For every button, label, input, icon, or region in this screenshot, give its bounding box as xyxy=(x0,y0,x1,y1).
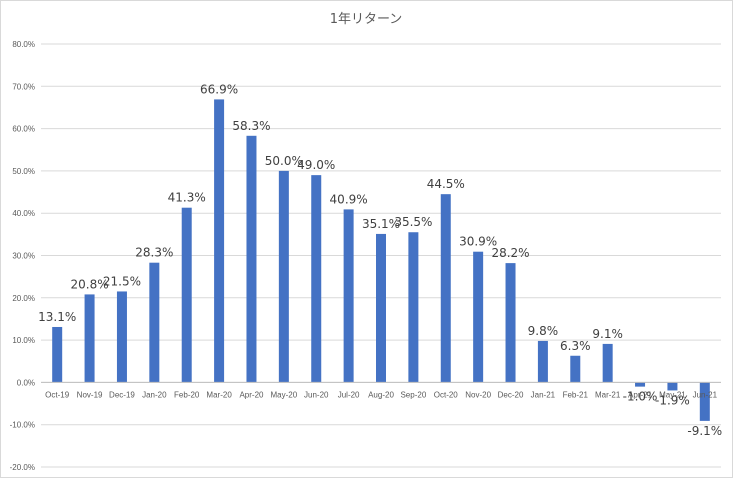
data-label: 35.5% xyxy=(394,215,432,229)
data-label: 50.0% xyxy=(265,154,303,168)
x-tick-label: Oct-20 xyxy=(434,390,459,399)
x-tick-label: Jan-21 xyxy=(531,390,556,399)
y-tick-label: 80.0% xyxy=(12,40,35,49)
data-label: 66.9% xyxy=(200,82,238,96)
chart-title: 1年リターン xyxy=(330,12,403,27)
bar xyxy=(473,251,484,383)
bar xyxy=(602,343,613,383)
y-tick-label: 20.0% xyxy=(12,294,35,303)
bar xyxy=(181,207,192,383)
y-tick-label: -10.0% xyxy=(10,421,35,430)
bar xyxy=(116,291,127,383)
x-tick-label: Jul-20 xyxy=(338,390,360,399)
x-tick-label: Oct-19 xyxy=(45,390,70,399)
y-tick-label: 50.0% xyxy=(12,167,35,176)
y-tick-label: 30.0% xyxy=(12,252,35,261)
bar xyxy=(52,326,63,383)
x-tick-label: Aug-20 xyxy=(368,390,394,399)
x-tick-label: Dec-19 xyxy=(109,390,135,399)
data-label: 40.9% xyxy=(330,192,368,206)
y-tick-label: 10.0% xyxy=(12,336,35,345)
x-tick-label: Dec-20 xyxy=(498,390,524,399)
data-label: 35.1% xyxy=(362,217,400,231)
data-label: 20.8% xyxy=(71,277,109,291)
x-tick-label: Apr-20 xyxy=(239,390,264,399)
y-tick-label: 40.0% xyxy=(12,209,35,218)
data-label: -1.9% xyxy=(655,393,690,407)
data-label: 6.3% xyxy=(560,339,591,353)
x-tick-label: Mar-21 xyxy=(595,390,621,399)
x-tick-label: May-21 xyxy=(659,390,686,399)
data-label: 9.1% xyxy=(592,327,623,341)
y-tick-label: 60.0% xyxy=(12,125,35,134)
x-axis-ticks: Oct-19 Nov-19 Dec-19 Jan-20 Feb-20 Mar-20 Apr-… xyxy=(45,390,717,399)
y-tick-label: 0.0% xyxy=(17,378,35,387)
data-label: 30.9% xyxy=(459,235,497,249)
data-label: 21.5% xyxy=(103,274,141,288)
bar xyxy=(84,294,95,383)
bar xyxy=(311,175,322,383)
bar xyxy=(505,263,516,383)
x-tick-label: Jun-20 xyxy=(304,390,329,399)
y-axis-ticks: 80.0% 70.0% 60.0% 50.0% 40.0% 30.0% 20.0% 10.0%… xyxy=(10,40,35,472)
bar xyxy=(570,355,581,383)
x-tick-label: Sep-20 xyxy=(400,390,426,399)
bar xyxy=(699,382,710,421)
data-label: 13.1% xyxy=(38,310,76,324)
data-labels: 13.1% 20.8%21.5% 28.3% 41.3% 66.9% 58.3% 50.0%… xyxy=(38,82,722,437)
x-tick-label: Jan-20 xyxy=(142,390,167,399)
x-tick-label: Nov-19 xyxy=(77,390,103,399)
data-label: 58.3% xyxy=(232,119,270,133)
data-label: 41.3% xyxy=(168,191,206,205)
bar xyxy=(667,382,678,391)
x-tick-label: Feb-20 xyxy=(174,390,200,399)
x-tick-label: Feb-21 xyxy=(563,390,589,399)
bar xyxy=(246,135,257,383)
bar xyxy=(635,382,646,387)
data-label: 9.8% xyxy=(528,324,559,338)
x-tick-label: May-20 xyxy=(271,390,298,399)
bar xyxy=(376,233,386,383)
bar xyxy=(214,99,225,383)
data-label: -9.1% xyxy=(687,424,722,438)
bar xyxy=(278,170,289,383)
x-tick-label: Jun-21 xyxy=(693,390,718,399)
bar xyxy=(537,340,548,383)
data-label: 44.5% xyxy=(427,177,465,191)
bar xyxy=(408,232,419,383)
bar xyxy=(440,194,451,383)
data-label: 49.0% xyxy=(297,158,335,172)
x-tick-label: Apr-21 xyxy=(628,390,653,399)
x-tick-label: Mar-20 xyxy=(206,390,232,399)
data-label: 28.2% xyxy=(491,246,529,260)
y-tick-label: 70.0% xyxy=(12,82,35,91)
y-tick-label: -20.0% xyxy=(10,463,35,472)
bar xyxy=(149,262,160,383)
data-label: -1.0% xyxy=(623,390,658,404)
bars xyxy=(52,99,710,421)
data-label: 28.3% xyxy=(135,246,173,260)
x-tick-label: Nov-20 xyxy=(465,390,491,399)
bar xyxy=(343,209,354,383)
